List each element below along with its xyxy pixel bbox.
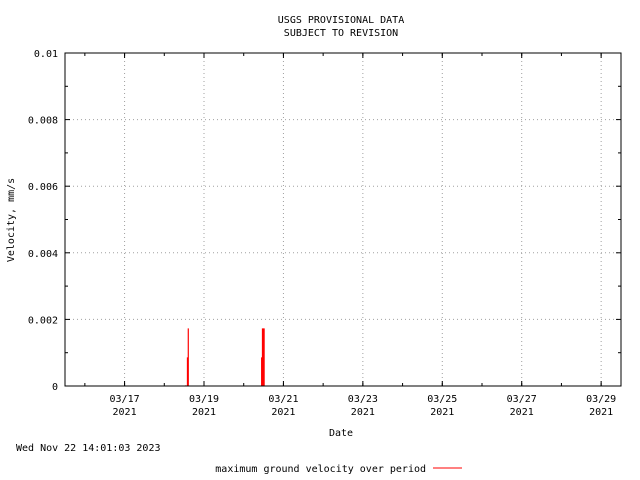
x-tick-label: 03/25 (427, 394, 457, 405)
data-series (185, 328, 265, 386)
legend-label: maximum ground velocity over period (215, 464, 426, 475)
x-axis: 03/17 2021 03/19 2021 03/21 2021 03/23 2021 03/2… (84, 53, 616, 418)
y-tick-label: 0.006 (28, 182, 58, 193)
plot-frame (64, 52, 622, 387)
y-axis-label: Velocity, mm/s (6, 178, 17, 262)
y-tick-label: 0 (52, 382, 58, 393)
x-tick-year-label: 2021 (589, 407, 613, 418)
x-tick-year-label: 2021 (430, 407, 454, 418)
x-tick-label: 03/19 (189, 394, 219, 405)
y-tick-label: 0.002 (28, 315, 58, 326)
x-axis-label: Date (329, 428, 353, 439)
x-tick-year-label: 2021 (192, 407, 216, 418)
timestamp: Wed Nov 22 14:01:03 2023 (16, 443, 161, 454)
x-tick-year-label: 2021 (113, 407, 137, 418)
x-tick-label: 03/27 (507, 394, 537, 405)
x-tick-year-label: 2021 (271, 407, 295, 418)
x-tick-year-label: 2021 (351, 407, 375, 418)
y-axis: 0 0.002 0.004 0.006 0.008 0.01 (28, 49, 621, 393)
x-tick-label: 03/21 (268, 394, 298, 405)
y-tick-label: 0.008 (28, 116, 58, 127)
chart-title-line-2: SUBJECT TO REVISION (284, 28, 398, 39)
y-tick-label: 0.01 (34, 49, 58, 60)
x-tick-label: 03/29 (586, 394, 616, 405)
x-tick-year-label: 2021 (510, 407, 534, 418)
x-tick-label: 03/17 (110, 394, 140, 405)
y-tick-label: 0.004 (28, 249, 58, 260)
grid (65, 53, 621, 386)
chart-title-line-1: USGS PROVISIONAL DATA (278, 15, 404, 26)
x-tick-label: 03/23 (348, 394, 378, 405)
